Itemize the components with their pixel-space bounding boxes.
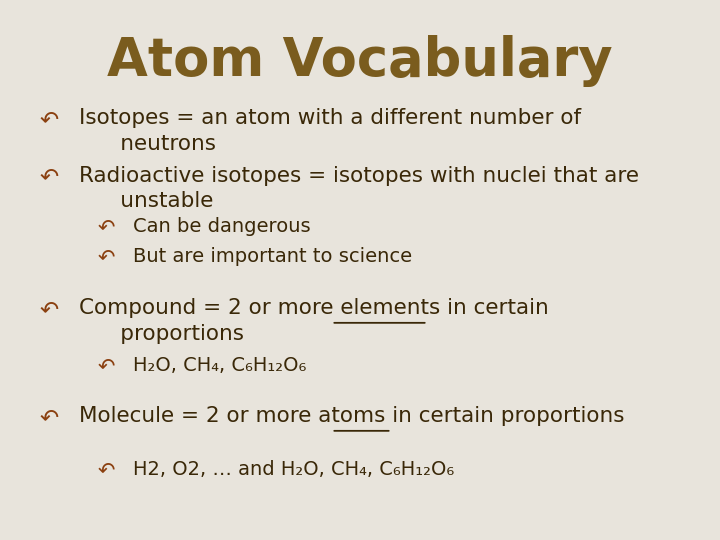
Text: Compound = 2 or more elements in certain
      proportions: Compound = 2 or more elements in certain… [79, 298, 549, 343]
Text: ↶: ↶ [40, 166, 59, 189]
Text: ↶: ↶ [40, 298, 59, 321]
Text: ↶: ↶ [40, 108, 59, 131]
Text: Atom Vocabulary: Atom Vocabulary [107, 35, 613, 87]
Text: ↶: ↶ [97, 356, 114, 376]
Text: H₂O, CH₄, C₆H₁₂O₆: H₂O, CH₄, C₆H₁₂O₆ [133, 356, 307, 375]
Text: But are important to science: But are important to science [133, 247, 413, 266]
Text: ↶: ↶ [97, 247, 114, 267]
Text: ↶: ↶ [40, 406, 59, 429]
Text: H2, O2, … and H₂O, CH₄, C₆H₁₂O₆: H2, O2, … and H₂O, CH₄, C₆H₁₂O₆ [133, 460, 454, 479]
Text: Isotopes = an atom with a different number of
      neutrons: Isotopes = an atom with a different numb… [79, 108, 581, 153]
Text: Radioactive isotopes = isotopes with nuclei that are
      unstable: Radioactive isotopes = isotopes with nuc… [79, 166, 639, 211]
Text: ↶: ↶ [97, 460, 114, 480]
Text: Molecule = 2 or more atoms in certain proportions: Molecule = 2 or more atoms in certain pr… [79, 406, 625, 426]
Text: Can be dangerous: Can be dangerous [133, 217, 311, 236]
Text: ↶: ↶ [97, 217, 114, 237]
